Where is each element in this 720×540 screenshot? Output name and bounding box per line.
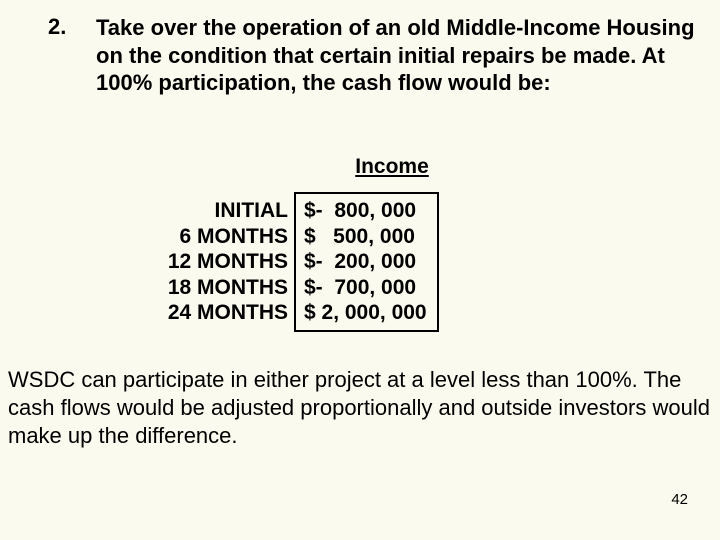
table-cell: $ 2, 000, 000 — [304, 300, 427, 326]
row-label: 6 MONTHS — [130, 224, 288, 250]
row-label: INITIAL — [130, 198, 288, 224]
table-cell: $- 800, 000 — [304, 198, 427, 224]
row-label: 24 MONTHS — [130, 300, 288, 326]
list-item-text: Take over the operation of an old Middle… — [96, 14, 704, 97]
footer-paragraph: WSDC can participate in either project a… — [8, 366, 712, 450]
table-cell: $- 700, 000 — [304, 275, 427, 301]
list-number: 2. — [48, 14, 66, 40]
slide: 2. Take over the operation of an old Mid… — [0, 0, 720, 540]
row-label: 12 MONTHS — [130, 249, 288, 275]
row-label: 18 MONTHS — [130, 275, 288, 301]
table-cell: $- 200, 000 — [304, 249, 427, 275]
table-cell: $ 500, 000 — [304, 224, 427, 250]
table-values-box: $- 800, 000 $ 500, 000 $- 200, 000 $- 70… — [294, 192, 439, 332]
slide-number: 42 — [671, 491, 688, 508]
table-row-labels: INITIAL 6 MONTHS 12 MONTHS 18 MONTHS 24 … — [130, 198, 288, 326]
table-header-income: Income — [296, 155, 488, 181]
